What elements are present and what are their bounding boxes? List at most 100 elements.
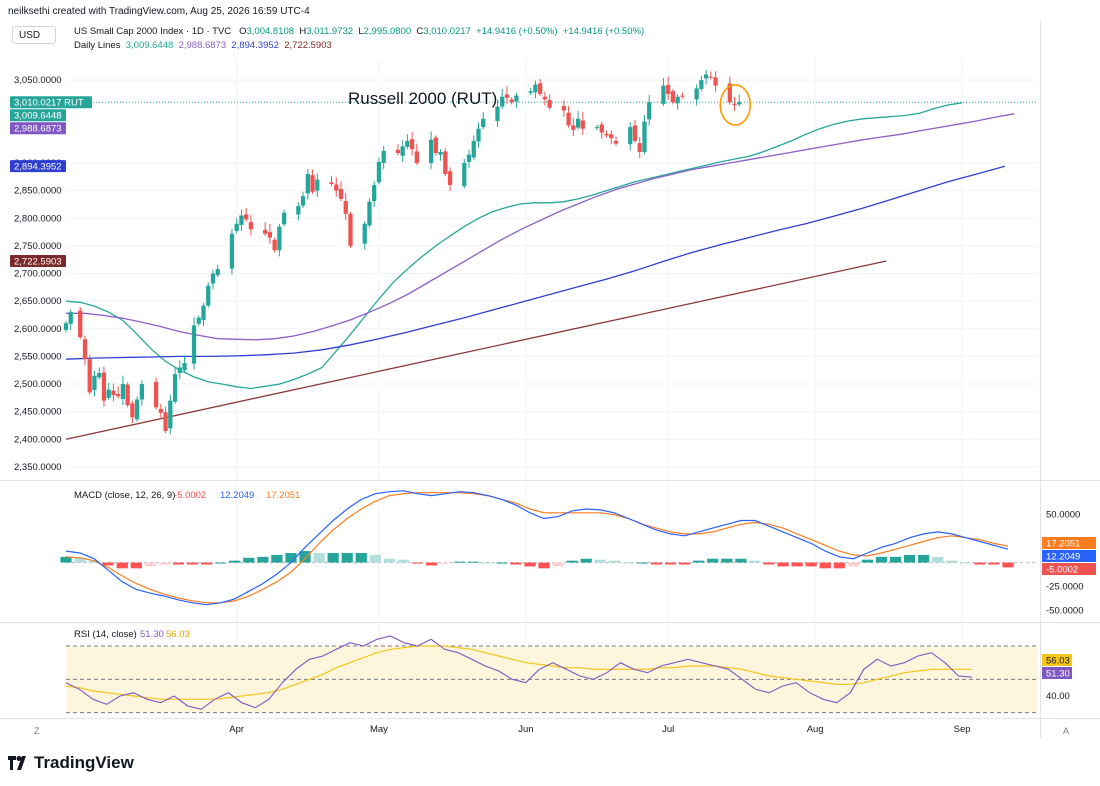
candle-body	[168, 400, 173, 429]
candle	[343, 192, 348, 220]
ohlc-open: 3,004.8108	[246, 26, 295, 37]
ohlc-low: 2,995.0800	[363, 26, 412, 37]
macd-histogram-bar	[468, 561, 480, 563]
symbol-title: US Small Cap 2000 Index · 1D · TVC	[74, 26, 232, 37]
candle	[177, 360, 182, 380]
candle	[670, 88, 676, 105]
candle-body	[381, 150, 386, 163]
candle	[694, 84, 699, 106]
candle	[68, 309, 73, 330]
pane-divider-macd	[0, 480, 1100, 481]
macd-tick-label: -25.0000	[1046, 582, 1084, 593]
macd-price-tag-bg	[1042, 563, 1096, 575]
line-value-3: 2,894.3952	[231, 40, 279, 51]
macd-histogram-bar	[932, 556, 944, 563]
macd-line	[65, 490, 1009, 606]
price-tag-label: 3,010.0217 RUT	[14, 98, 84, 109]
rsi-price-tag: 56.03	[1042, 654, 1072, 667]
candle-body	[201, 305, 206, 320]
time-tick-label: Aug	[807, 724, 824, 735]
price-tag-label: 2,894.3952	[14, 162, 62, 173]
macd-price-tag-label: -5.0002	[1046, 565, 1078, 576]
line-value-4: 2,722.5903	[284, 40, 332, 51]
candle-body	[661, 85, 666, 104]
candle-body	[315, 179, 320, 191]
candle	[528, 87, 533, 96]
candle	[533, 80, 538, 99]
candle	[609, 130, 614, 145]
macd-histogram-bar	[608, 560, 620, 563]
price-tick-label: 2,800.0000	[14, 213, 62, 224]
ohlc-close: 3,010.0217	[423, 26, 471, 37]
candle-body	[267, 232, 273, 238]
rsi-legend-value: 51.30	[140, 629, 164, 640]
macd-histogram-bar	[116, 562, 128, 569]
candle	[120, 375, 126, 406]
macd-histogram-bar	[271, 554, 283, 563]
macd-price-tag-label: 12.2049	[1046, 552, 1080, 563]
candle-body	[713, 77, 718, 86]
auto-scale-button[interactable]: A	[1063, 726, 1070, 736]
candle-body	[182, 363, 187, 371]
candle	[466, 149, 472, 168]
timezone-z-button[interactable]: Z	[34, 726, 40, 736]
candle	[153, 377, 159, 410]
candle-body	[305, 174, 310, 194]
candle-body	[594, 127, 600, 129]
macd-histogram-bar	[622, 562, 635, 564]
macd-histogram-bar	[172, 562, 185, 565]
candle	[680, 92, 685, 99]
candle	[642, 114, 647, 155]
candle-body	[500, 96, 505, 107]
candle-body	[215, 269, 220, 276]
candle-body	[443, 151, 448, 175]
candle-body	[542, 96, 548, 100]
candle	[139, 380, 144, 406]
macd-histogram-bar	[383, 558, 395, 563]
price-tag-label: 3,009.6448	[14, 111, 62, 122]
candle-body	[310, 175, 315, 192]
price-tag: 3,010.0217 RUT	[10, 96, 92, 109]
candle-body	[78, 310, 83, 338]
candle	[87, 354, 92, 395]
moving-average-line-4	[65, 260, 887, 440]
candle-body	[82, 339, 88, 360]
footer-brand: TradingView	[34, 753, 134, 772]
chart-canvas[interactable]: 2,350.0000 2,400.0000 2,450.0000 2,500.0000…	[0, 0, 1100, 745]
candle	[613, 136, 619, 146]
candle	[542, 91, 548, 106]
macd-histogram-bar	[454, 561, 466, 563]
candle	[182, 355, 187, 373]
macd-histogram-bar	[903, 554, 916, 563]
candle-body	[670, 91, 676, 103]
candle	[580, 112, 585, 135]
price-tick-label: 2,750.0000	[14, 241, 62, 252]
candle	[405, 134, 410, 150]
macd-histogram-bar	[74, 557, 86, 563]
pane-divider-rsi	[0, 622, 1100, 623]
candle	[97, 367, 102, 380]
macd-histogram-bar	[257, 556, 269, 563]
candle	[737, 94, 742, 107]
currency-button[interactable]: USD	[12, 26, 56, 44]
candle	[310, 169, 315, 194]
candle-body	[120, 384, 126, 399]
candle-body	[414, 151, 420, 163]
time-tick-label: Jul	[662, 724, 674, 735]
candle-body	[528, 91, 533, 93]
candle	[504, 86, 510, 104]
candle-body	[708, 76, 713, 78]
rsi-price-tag-label: 56.03	[1046, 656, 1070, 667]
candle-body	[533, 84, 538, 93]
candle-body	[234, 223, 239, 231]
candle-body	[139, 384, 144, 400]
macd-histogram-bar	[566, 560, 578, 563]
candle	[334, 177, 339, 197]
candle-body	[694, 88, 699, 100]
candle	[476, 122, 481, 148]
price-tick-label: 2,550.0000	[14, 351, 62, 362]
macd-histogram-bar	[805, 562, 817, 567]
chart-annotation: Russell 2000 (RUT)	[348, 89, 497, 108]
price-tick-label: 2,700.0000	[14, 269, 62, 280]
candle	[495, 99, 500, 128]
